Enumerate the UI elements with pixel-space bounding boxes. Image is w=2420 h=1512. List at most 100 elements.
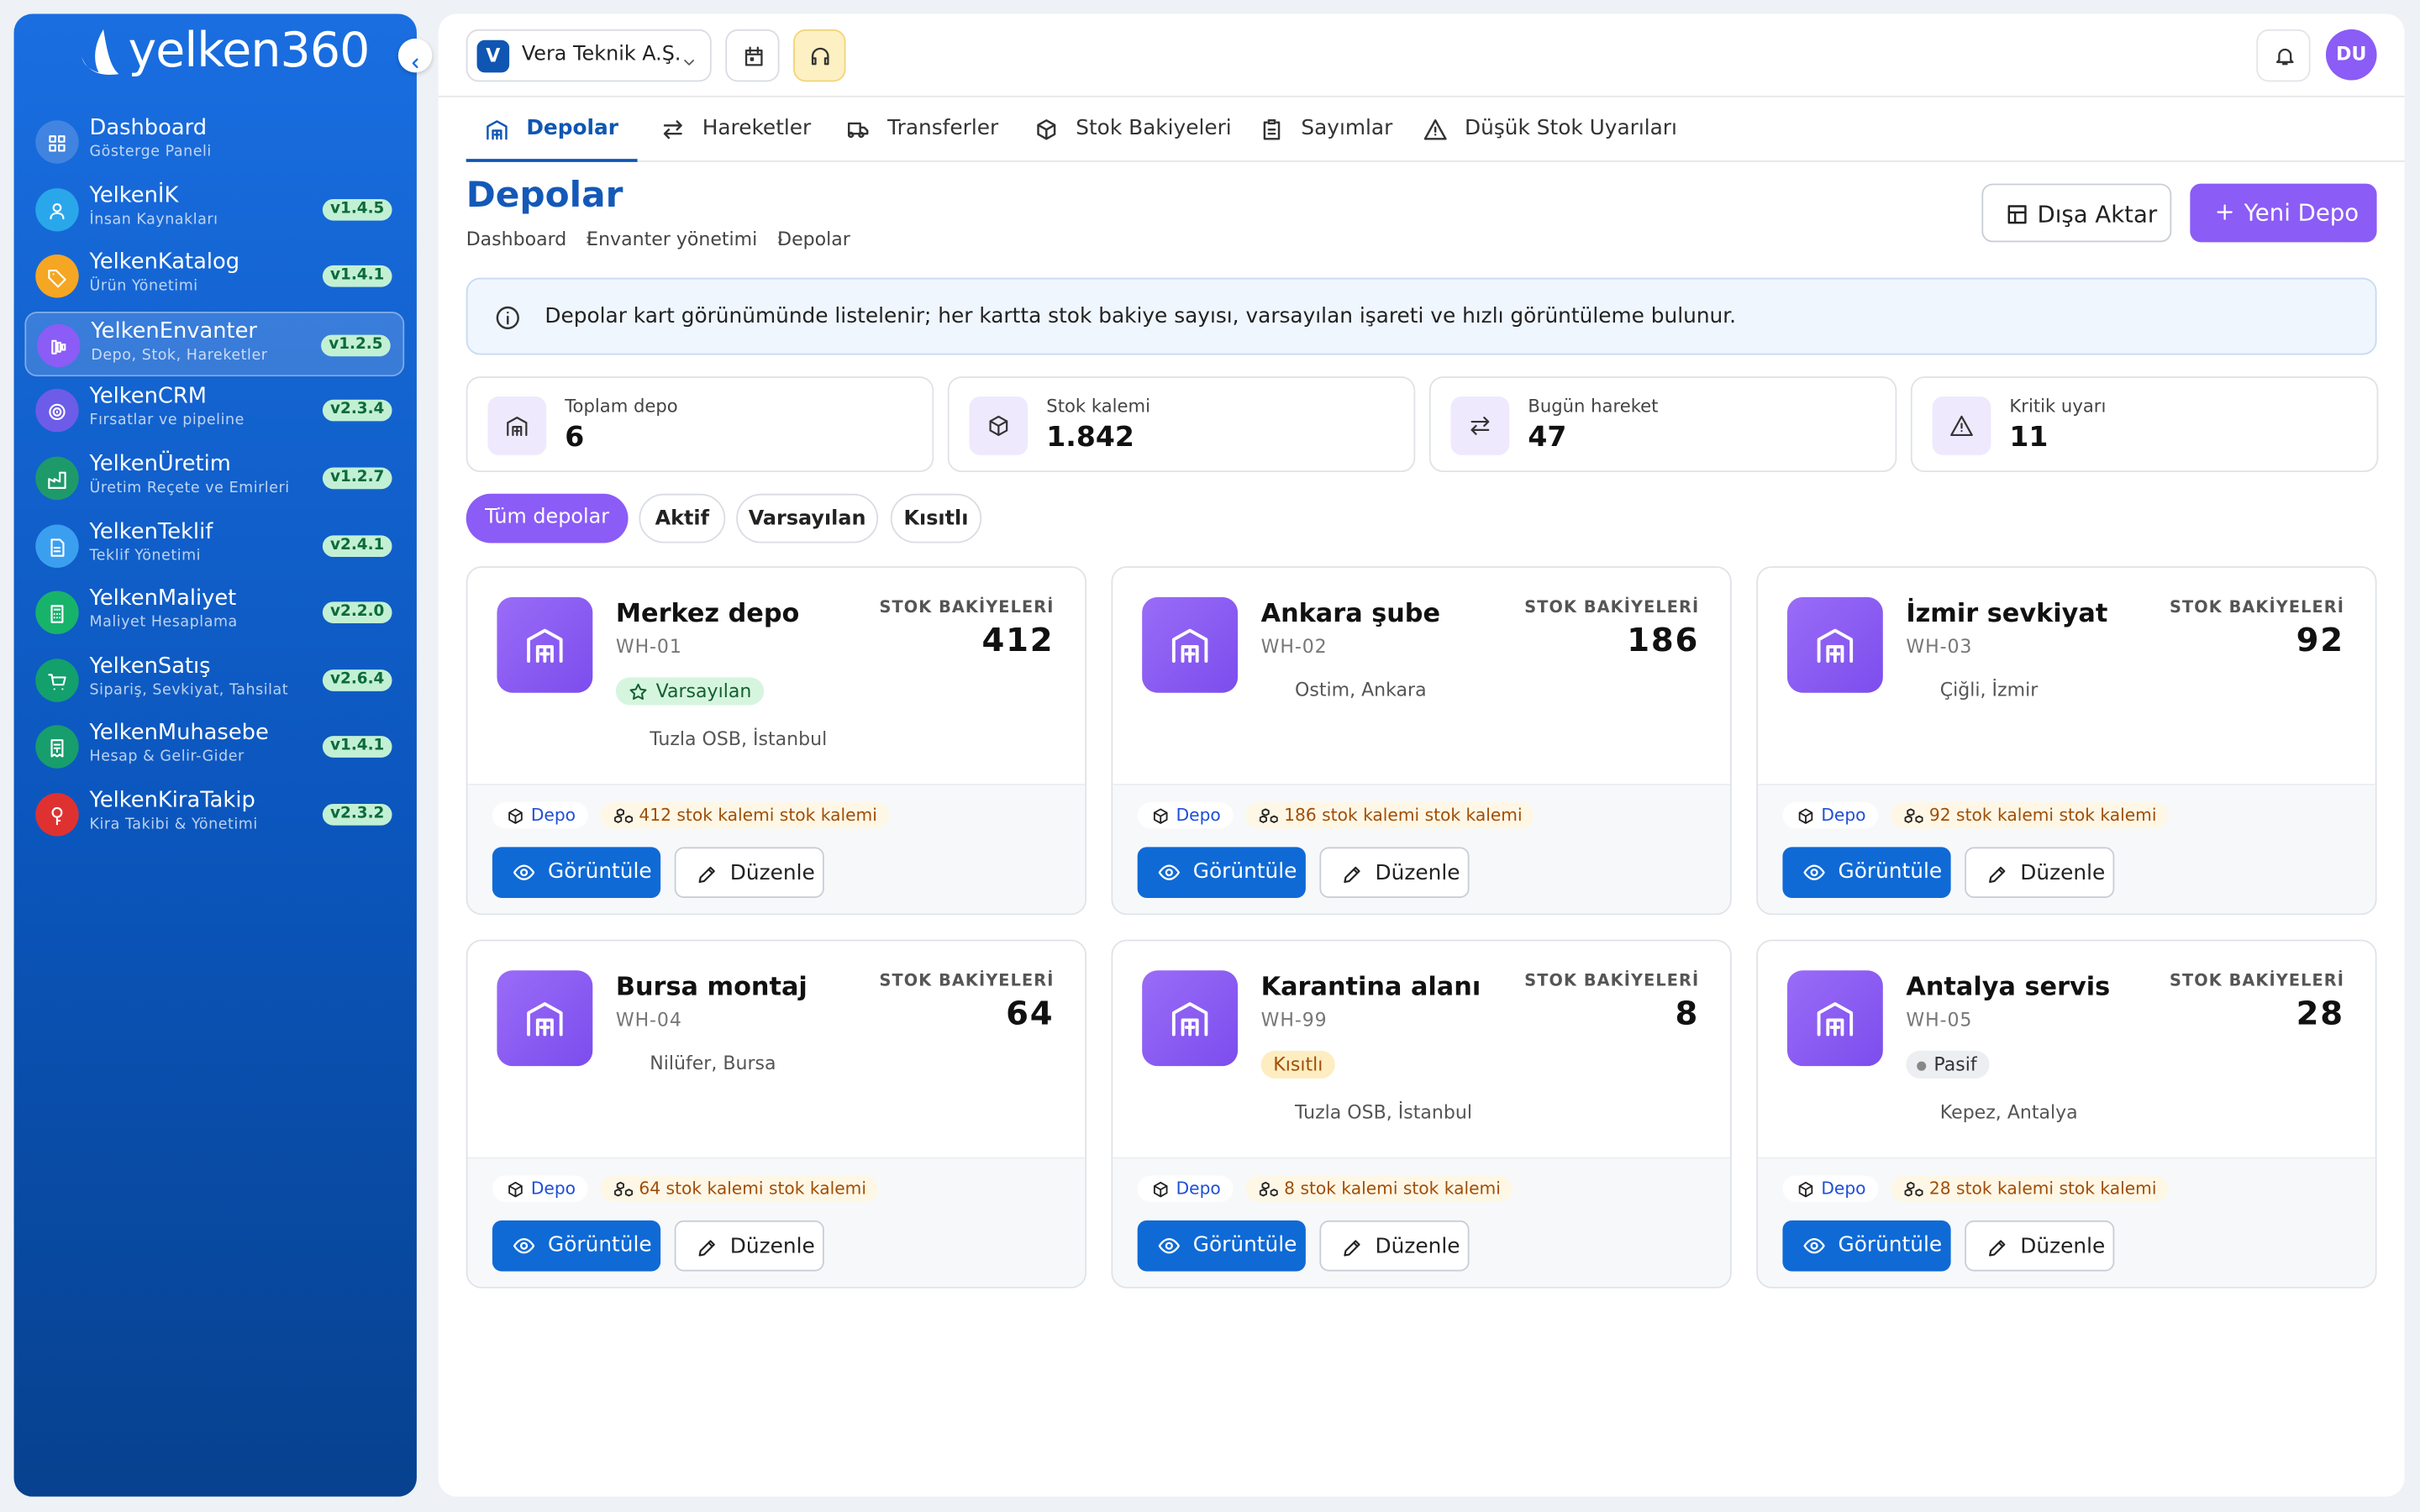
view-button[interactable]: Görüntüle [1137,1220,1306,1272]
icon [523,623,566,666]
logo-sail [79,26,125,81]
warehouse-code: WH-05 [1906,1009,1973,1031]
warehouse-name: Antalya servis [1906,972,2111,1002]
edit-button[interactable]: Düzenle [674,1220,824,1272]
export-button[interactable]: Dışa Aktar [1981,183,2172,243]
icon-part [1158,1237,1180,1254]
stock-note: 8 stok kalemi stok kalemi [1245,1175,1513,1203]
icon-part [684,60,694,66]
icon-part [513,1237,535,1254]
icon-part [1171,1002,1208,1037]
sidebar-item[interactable]: YelkenİK İnsan Kaynakları v1.4.5 [24,176,404,241]
edit-button[interactable]: Düzenle [1965,1220,2115,1272]
collapse-button[interactable] [397,38,433,73]
icon [505,413,529,438]
icon-part [496,306,519,330]
icon-part [51,339,66,354]
view-button[interactable]: Görüntüle [1137,847,1306,898]
view-button[interactable]: Görüntüle [492,847,661,898]
tab[interactable]: Depolar [466,97,638,162]
sidebar-item[interactable]: YelkenTeklif Teklif Yönetimi v2.4.1 [24,513,404,578]
sidebar-item[interactable]: YelkenKatalog Ürün Yönetimi v1.4.1 [24,244,404,309]
calendar-button[interactable] [725,29,780,82]
app-name: YelkenMuhasebe [89,721,269,746]
new-button[interactable]: Yeni Depo [2190,183,2377,243]
view-button[interactable]: Görüntüle [1782,1220,1951,1272]
app-name: YelkenMaliyet [89,586,237,612]
main-panel: V Vera Teknik A.Ş. DU Depolar Hareketler Tran… [438,13,2405,1497]
edit-button[interactable]: Düzenle [1319,1220,1470,1272]
icon-part [527,1002,563,1037]
stock-value: 186 [1627,622,1700,659]
app-subtitle: Gösterge Paneli [89,143,212,161]
filter-pill[interactable]: Varsayılan [736,493,879,543]
info-text: Depolar kart görünümünde listelenir; her… [544,303,1737,329]
tab[interactable]: Düşük Stok Uyarıları [1404,97,1696,162]
sidebar-item[interactable]: YelkenCRM Fırsatlar ve pipeline v2.3.4 [24,379,404,444]
icon [1158,861,1181,885]
support-button[interactable] [793,29,846,82]
sidebar-item[interactable]: YelkenEnvanter Depo, Stok, Hareketler v1.2… [24,311,405,376]
icon-part [82,29,119,75]
icon-part [1171,628,1208,663]
icon-part [1259,808,1278,823]
tab[interactable]: Sayımlar [1241,97,1412,162]
icon [485,118,509,142]
edit-button[interactable]: Düzenle [1965,847,2115,898]
warehouse-card: Merkez depo WH-01 STOK BAKİYELERİ 412 Varsay… [466,566,1087,916]
stat-card: Stok kalemi 1.842 [947,376,1416,473]
icon [494,304,522,332]
warehouse-name: Karantina alanı [1260,972,1481,1002]
edit-button[interactable]: Düzenle [1319,847,1470,898]
app-icon [35,793,79,837]
app-name: YelkenTeklif [89,519,213,544]
icon-part [2217,204,2233,220]
sidebar-item[interactable]: YelkenÜretim Üretim Reçete ve Emirleri v1.… [24,446,404,511]
icon-part [698,866,715,884]
stock-title: STOK BAKİYELERİ [1524,972,1700,991]
filter-pill[interactable]: Tüm depolar [466,493,629,543]
icon-part [508,808,523,824]
view-button[interactable]: Görüntüle [492,1220,661,1272]
notifications-button[interactable] [2256,29,2311,82]
sidebar-item[interactable]: YelkenMuhasebe Hesap & Gelir-Gider v1.4.1 [24,715,404,780]
edit-label: Düzenle [1375,1234,1460,1259]
icon [1341,1236,1363,1257]
tab-label: Transferler [887,115,999,141]
app-subtitle: Hesap & Gelir-Gider [89,748,245,766]
filter-pill[interactable]: Aktif [639,493,726,543]
type-tag: Depo [1782,1175,1879,1203]
company-select[interactable]: V Vera Teknik A.Ş. [466,29,712,82]
filter-pill[interactable]: Kısıtlı [890,493,982,543]
icon-part [614,1181,634,1197]
filter-label: Kısıtlı [903,507,969,531]
icon-part [2275,48,2294,66]
tab[interactable]: Stok Bakiyeleri [1016,97,1250,162]
sidebar-item[interactable]: Dashboard Gösterge Paneli [24,109,404,174]
user-avatar[interactable]: DU [2325,29,2377,81]
status-badge: Varsayılan [615,677,765,706]
edit-button[interactable]: Düzenle [674,847,824,898]
icon-part [496,306,519,330]
sidebar-item[interactable]: YelkenSatış Sipariş, Sevkiyat, Tahsilat v2… [24,648,404,712]
icon-part [1470,417,1490,435]
icon-part [487,120,508,140]
view-button[interactable]: Görüntüle [1782,847,1951,898]
tab[interactable]: Hareketler [642,97,829,162]
warehouse-name: İzmir sevkiyat [1906,598,2108,628]
edit-label: Düzenle [729,1234,815,1259]
sidebar-item[interactable]: YelkenMaliyet Maliyet Hesaplama v2.2.0 [24,580,404,645]
icon-part [2007,205,2027,224]
type-tag: Depo [1137,802,1234,829]
icon-part [614,808,634,823]
icon-part [507,417,528,437]
app-name: YelkenSatış [89,654,211,679]
icon-part [1803,864,1825,880]
app-icon [35,456,79,501]
icon-part [1817,628,1854,663]
sidebar-item[interactable]: YelkenKiraTakip Kira Takibi & Yönetimi v2.… [24,782,404,847]
icon [46,198,68,220]
icon-part [1037,119,1056,140]
tab[interactable]: Transferler [827,97,1017,162]
stat-value: 47 [1528,421,1567,454]
